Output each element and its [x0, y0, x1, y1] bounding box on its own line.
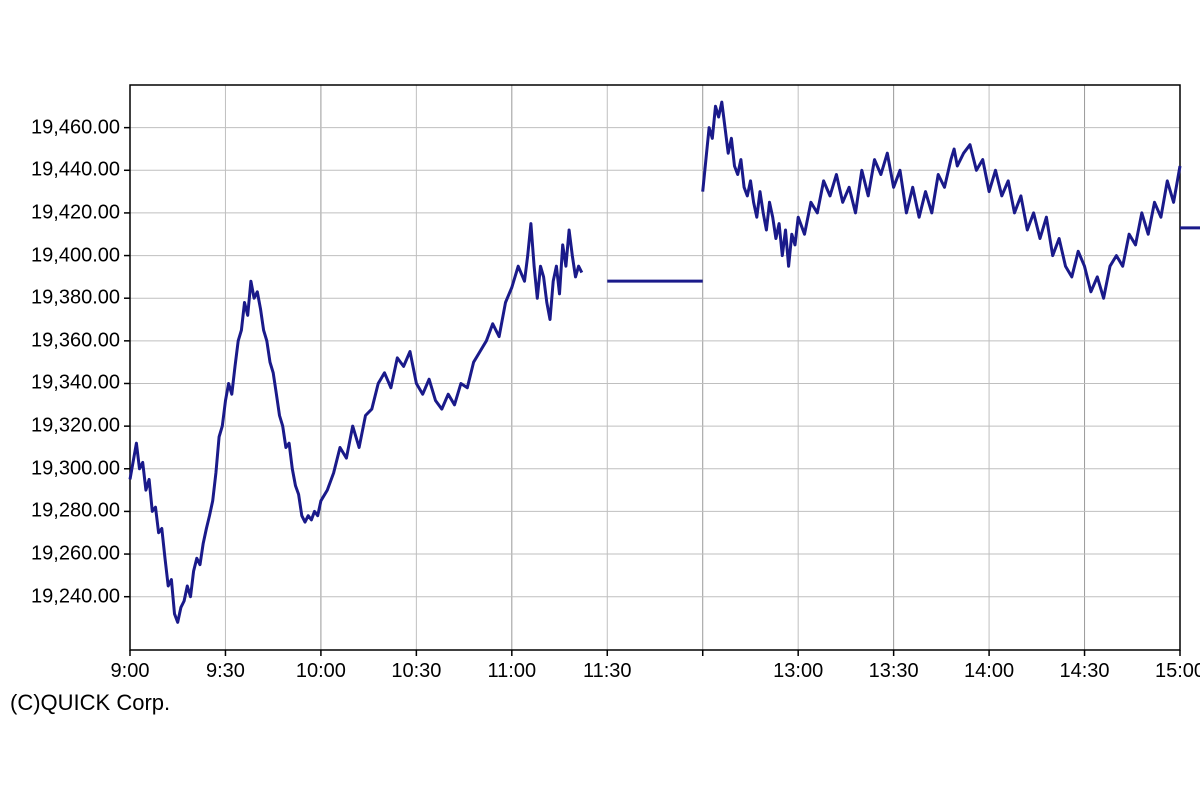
y-axis-tick-label: 19,300.00 [31, 457, 120, 480]
x-axis-tick-label: 13:30 [869, 660, 919, 683]
x-axis-tick-label: 14:30 [1060, 660, 1110, 683]
y-axis-tick-label: 19,460.00 [31, 116, 120, 139]
y-axis-tick-label: 19,260.00 [31, 543, 120, 566]
x-axis-tick-label: 11:30 [583, 660, 632, 683]
x-axis-tick-label: 14:00 [964, 660, 1014, 683]
x-axis-tick-label: 15:00 [1155, 660, 1200, 683]
x-axis-tick-label: 11:00 [488, 660, 537, 683]
x-axis-tick-label: 13:00 [773, 660, 823, 683]
y-axis-tick-label: 19,340.00 [31, 372, 120, 395]
y-axis-tick-label: 19,380.00 [31, 287, 120, 310]
y-axis-tick-label: 19,320.00 [31, 415, 120, 438]
copyright-text: (C)QUICK Corp. [10, 690, 170, 716]
y-axis-tick-label: 19,400.00 [31, 244, 120, 267]
y-axis-tick-label: 19,280.00 [31, 500, 120, 523]
intraday-price-chart: (C)QUICK Corp. 19,240.00 19,260.00 19,280.… [0, 0, 1200, 800]
y-axis-tick-label: 19,420.00 [31, 201, 120, 224]
y-axis-tick-label: 19,440.00 [31, 159, 120, 182]
y-axis-tick-label: 19,240.00 [31, 585, 120, 608]
x-axis-tick-label: 10:30 [391, 660, 441, 683]
x-axis-tick-label: 9:30 [206, 660, 245, 683]
y-axis-tick-label: 19,360.00 [31, 329, 120, 352]
x-axis-tick-label: 9:00 [111, 660, 150, 683]
x-axis-tick-label: 10:00 [296, 660, 346, 683]
